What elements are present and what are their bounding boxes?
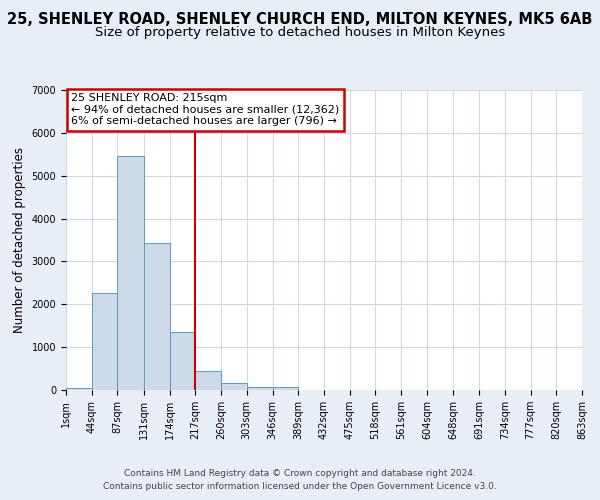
- Text: 25 SHENLEY ROAD: 215sqm
← 94% of detached houses are smaller (12,362)
6% of semi: 25 SHENLEY ROAD: 215sqm ← 94% of detache…: [71, 93, 340, 126]
- Bar: [272, 387, 298, 390]
- Bar: [221, 382, 247, 390]
- Bar: [247, 387, 272, 390]
- Bar: [66, 388, 92, 390]
- Text: Size of property relative to detached houses in Milton Keynes: Size of property relative to detached ho…: [95, 26, 505, 39]
- Bar: [170, 332, 195, 390]
- Text: 25, SHENLEY ROAD, SHENLEY CHURCH END, MILTON KEYNES, MK5 6AB: 25, SHENLEY ROAD, SHENLEY CHURCH END, MI…: [7, 12, 593, 28]
- Bar: [118, 156, 144, 390]
- Bar: [144, 244, 170, 390]
- Y-axis label: Number of detached properties: Number of detached properties: [13, 147, 26, 333]
- Text: Contains HM Land Registry data © Crown copyright and database right 2024.
Contai: Contains HM Land Registry data © Crown c…: [103, 470, 497, 491]
- Bar: [92, 292, 118, 390]
- Bar: [195, 370, 221, 390]
